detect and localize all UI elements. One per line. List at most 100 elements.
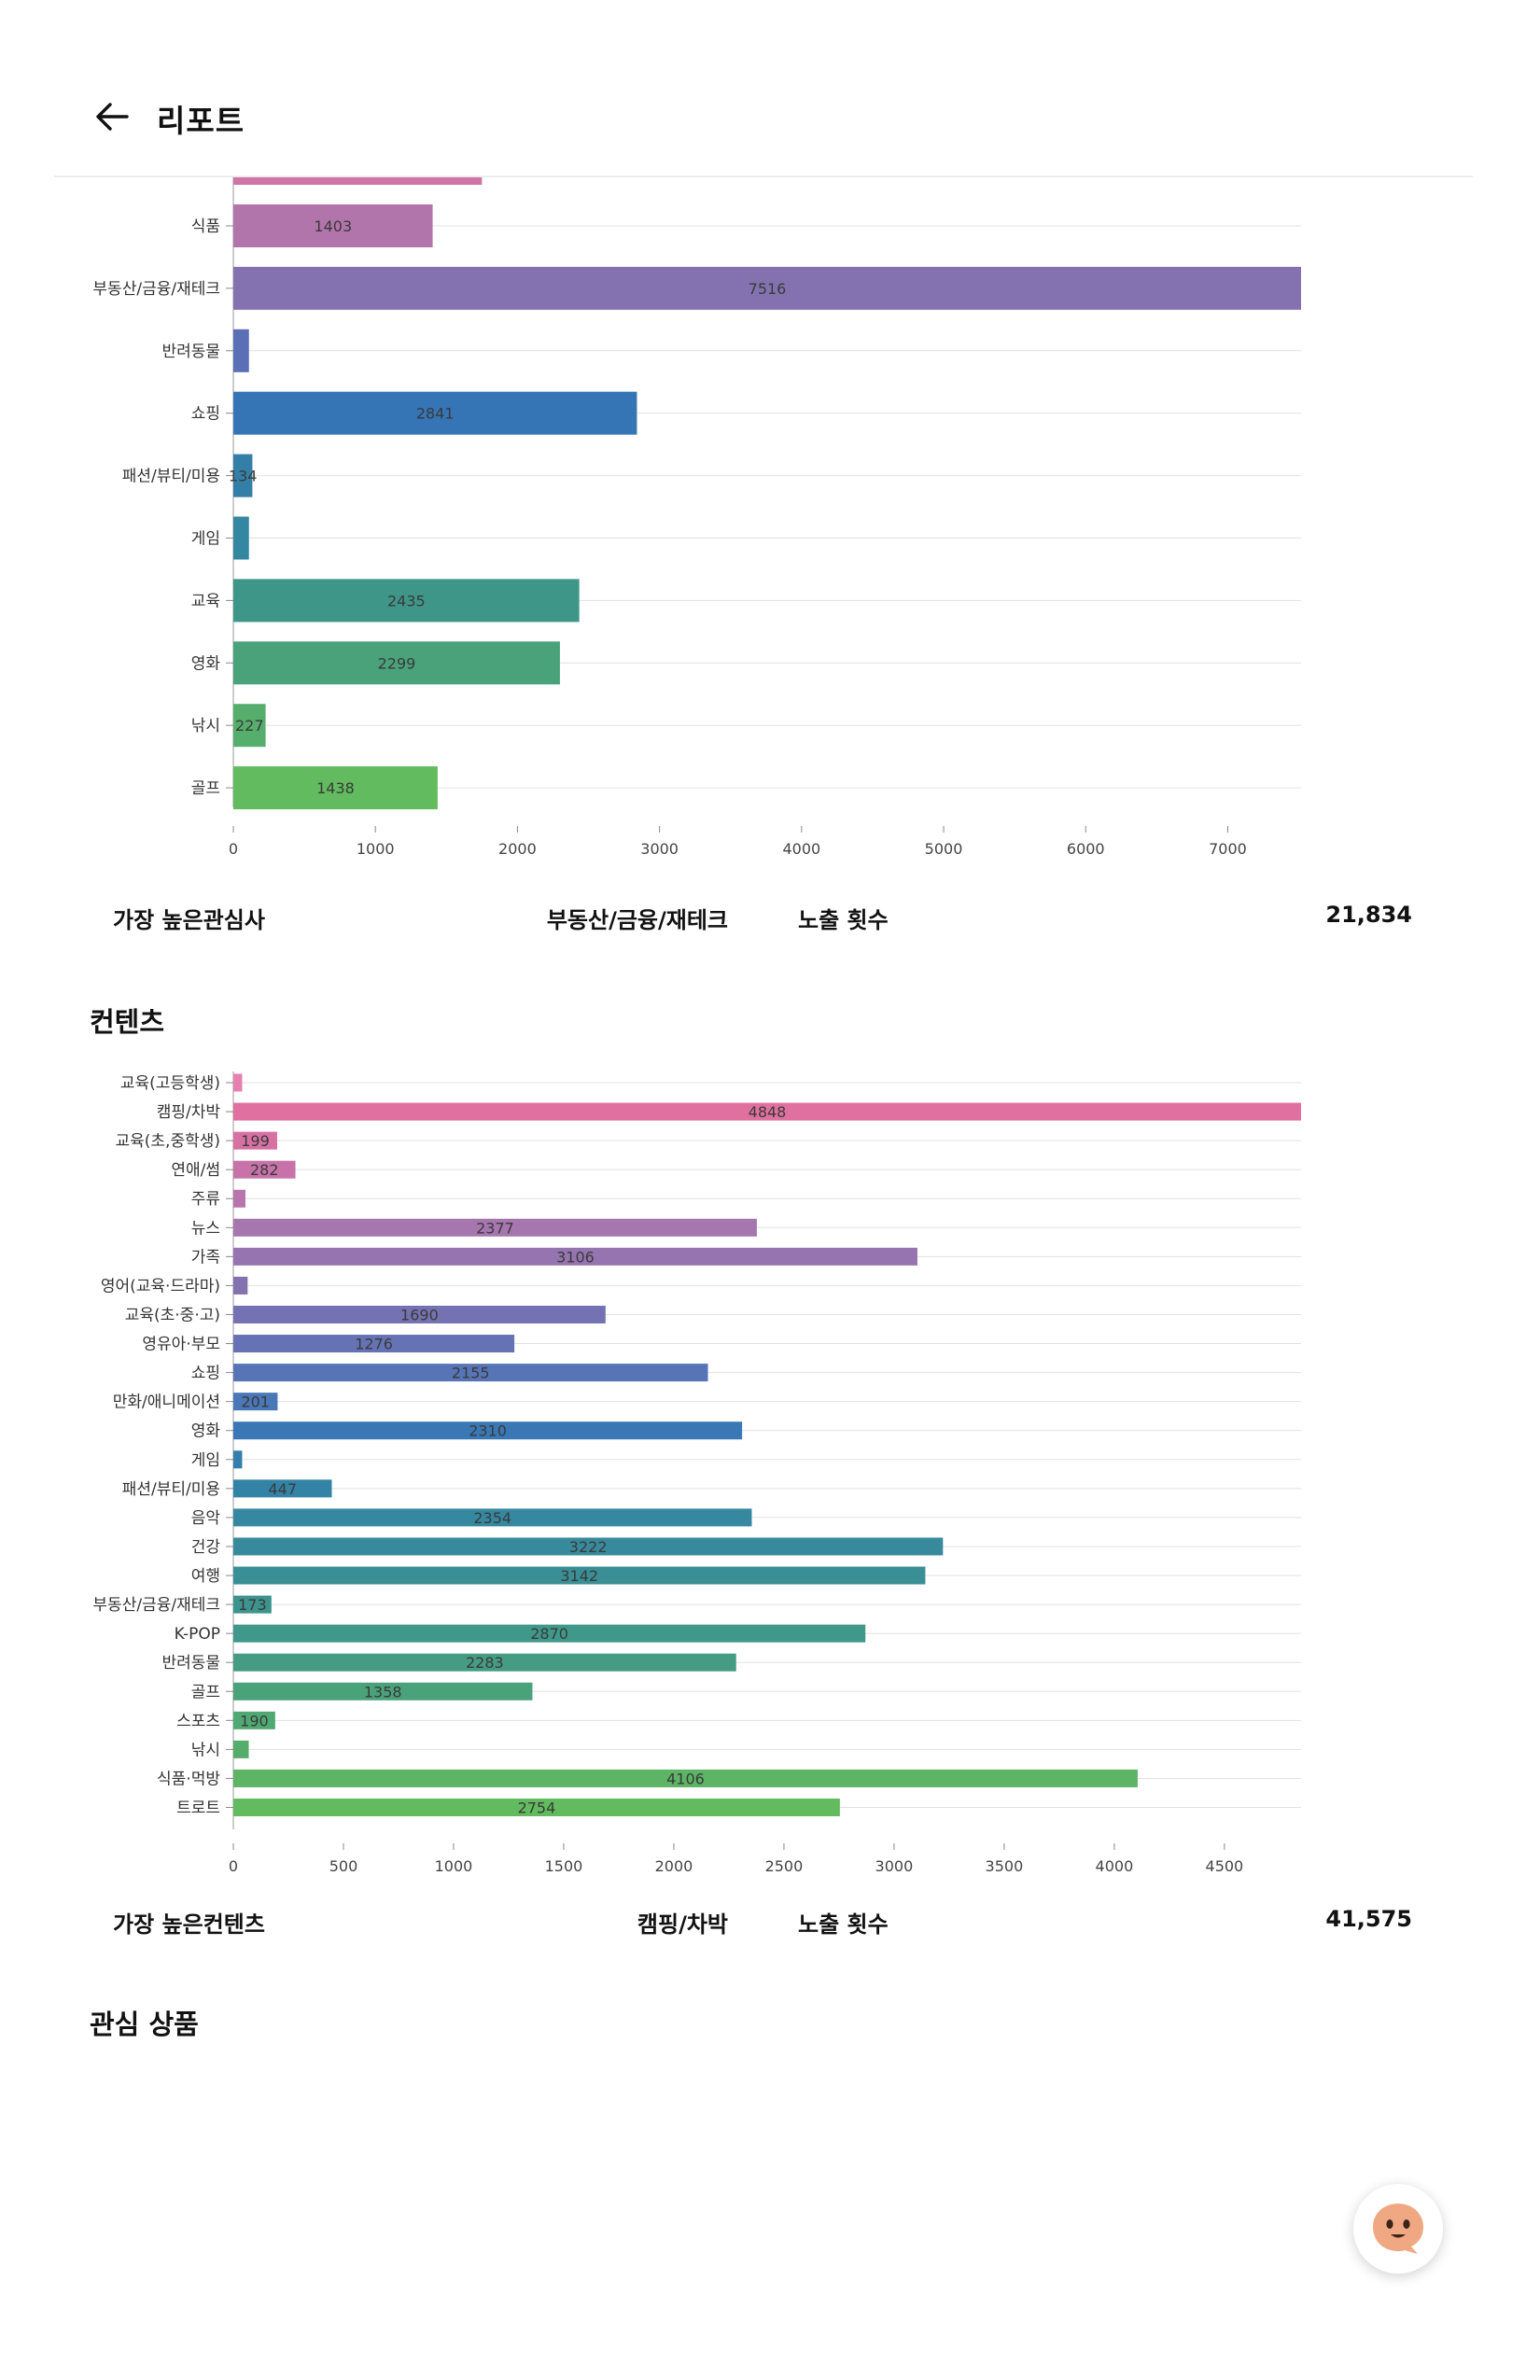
contents-section-title: 컨텐츠 — [90, 1006, 165, 1038]
bar — [233, 516, 249, 560]
header-divider — [54, 175, 1473, 177]
bar-value-label: 2310 — [469, 1422, 507, 1440]
category-label: 쇼핑 — [191, 1365, 220, 1383]
bar — [233, 1711, 275, 1729]
bar-value-label: 1276 — [355, 1336, 393, 1353]
category-label: 게임 — [191, 530, 220, 549]
bar — [233, 1624, 866, 1643]
x-tick-label: 1500 — [545, 1857, 583, 1875]
category-label: 낚시 — [191, 717, 220, 735]
bar — [233, 1450, 243, 1469]
x-tick-label: 3500 — [986, 1857, 1024, 1875]
bar — [233, 1218, 757, 1237]
category-label: 가족 — [191, 1248, 220, 1267]
category-label: 영화 — [191, 654, 221, 673]
category-label: 건강 — [191, 1538, 221, 1557]
page-title: 리포트 — [157, 103, 245, 139]
x-tick-label: 4000 — [782, 840, 820, 858]
bar — [233, 1653, 736, 1672]
bar-value-label: 199 — [241, 1132, 270, 1150]
category-label: 식품·먹방 — [157, 1770, 220, 1788]
bar — [233, 266, 1301, 310]
bar — [233, 1073, 243, 1092]
bar-value-label: 2283 — [466, 1654, 504, 1672]
bar — [233, 1247, 917, 1266]
category-label: 트로트 — [176, 1799, 220, 1818]
x-tick-label: 1000 — [435, 1857, 473, 1875]
bar — [233, 329, 249, 372]
bar — [233, 454, 253, 497]
bar-value-label: 173 — [238, 1596, 267, 1614]
category-label: K-POP — [175, 1625, 220, 1644]
x-tick-label: 2000 — [655, 1857, 693, 1875]
bar — [233, 1537, 944, 1556]
bar-value-label: 2354 — [473, 1509, 511, 1527]
category-label: 패션/뷰티/미용 — [122, 468, 220, 486]
bar — [233, 1799, 840, 1816]
bar — [233, 1160, 296, 1179]
products-section-title: 관심 상품 — [90, 2009, 199, 2040]
bar — [233, 641, 560, 685]
bar-value-label: 2435 — [387, 592, 426, 609]
bar — [233, 1508, 752, 1527]
contents-bar-chart: 교육(고등학생) 캠핑/차박 4848 교육(초,중학생) 199 연애/썸 282 주류뉴스… — [92, 1071, 1301, 1875]
x-tick-label: 3000 — [875, 1857, 914, 1875]
back-button[interactable] — [89, 93, 135, 140]
app-header: 리포트 — [0, 0, 1540, 177]
bar — [233, 1421, 743, 1440]
interest-impressions-label: 노출 횟수 — [798, 907, 889, 933]
bar — [233, 1740, 249, 1758]
bar-value-label: 2299 — [378, 654, 416, 672]
bar-value-label: 201 — [241, 1393, 270, 1411]
bar-value-label: 1403 — [314, 217, 352, 235]
category-label: 만화/애니메이션 — [113, 1393, 220, 1412]
x-tick-label: 2000 — [498, 840, 537, 858]
bar-value-label: 134 — [229, 468, 258, 485]
bar — [233, 1131, 277, 1150]
x-tick-label: 4000 — [1096, 1857, 1134, 1875]
bar-value-label: 4106 — [666, 1770, 705, 1787]
bar-value-label: 282 — [250, 1161, 279, 1179]
x-tick-label: 7000 — [1209, 840, 1247, 858]
x-tick-label: 500 — [329, 1857, 358, 1875]
x-tick-label: 3000 — [640, 840, 679, 858]
category-label: 여행 — [191, 1567, 220, 1586]
bar — [233, 391, 637, 435]
category-label: 교육(초·중·고) — [125, 1306, 220, 1324]
x-tick-label: 2500 — [765, 1857, 804, 1875]
bar-value-label: 7516 — [749, 280, 787, 298]
category-label: 낚시 — [191, 1741, 220, 1759]
bar-value-label: 3142 — [560, 1567, 598, 1585]
x-tick-label: 5000 — [925, 840, 963, 858]
category-label: 반려동물 — [161, 343, 220, 361]
bar-value-label: 2754 — [518, 1799, 556, 1817]
bar — [233, 1566, 926, 1585]
category-label: 영어(교육·드라마) — [101, 1277, 220, 1295]
bar — [233, 204, 433, 247]
category-label: 캠핑/차박 — [157, 1103, 221, 1122]
category-label: 음악 — [191, 1509, 221, 1528]
bar-value-label: 2870 — [530, 1625, 568, 1643]
bar-value-label: 447 — [268, 1480, 297, 1498]
bar-value-label: 2155 — [452, 1365, 490, 1382]
bar — [233, 1276, 248, 1295]
bar — [233, 1364, 708, 1382]
contents-summary-row: 가장 높은컨텐츠 캠핑/차박 노출 횟수 41,575 — [0, 1906, 1540, 1943]
bar — [233, 704, 266, 748]
content-impressions-label: 노출 횟수 — [798, 1911, 889, 1938]
x-tick-label: 1000 — [357, 840, 395, 858]
interest-summary-row: 가장 높은관심사 부동산/금융/재테크 노출 횟수 21,834 — [0, 902, 1540, 939]
top-content-value: 캠핑/차박 — [637, 1911, 728, 1938]
bar-value-label: 3106 — [556, 1248, 595, 1266]
category-label: 쇼핑 — [191, 405, 220, 424]
bar — [233, 1479, 332, 1498]
interest-impressions-value: 21,834 — [1325, 902, 1412, 928]
chat-assistant-button[interactable] — [1353, 2184, 1443, 2274]
bar-value-label: 190 — [240, 1712, 269, 1729]
top-content-label: 가장 높은컨텐츠 — [113, 1911, 265, 1938]
category-label: 교육(초,중학생) — [115, 1132, 220, 1151]
category-label: 영화 — [191, 1422, 221, 1441]
bar — [233, 1102, 1301, 1121]
bar-value-label: 227 — [235, 717, 264, 735]
